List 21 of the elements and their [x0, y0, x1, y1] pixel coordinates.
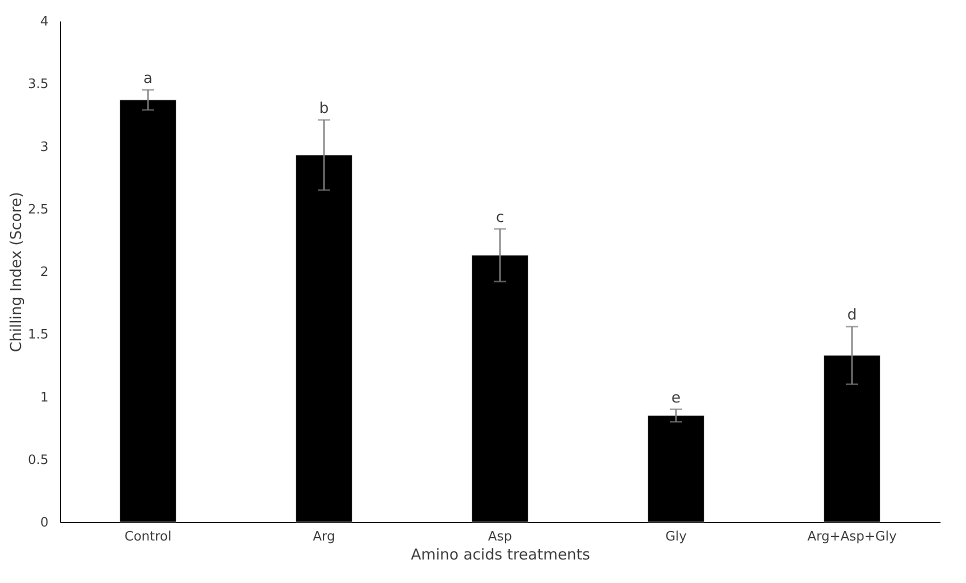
- y-tick-label: 1.5: [28, 328, 48, 343]
- annotation: c: [496, 208, 504, 226]
- annotation: a: [143, 68, 153, 87]
- x-axis-title: Amino acids treatments: [410, 546, 590, 564]
- annotation: e: [671, 388, 681, 406]
- y-tick-label: 4: [40, 14, 48, 30]
- y-tick-label: 1: [40, 390, 48, 406]
- x-tick-label: Control: [124, 530, 172, 544]
- y-tick-label: 2: [40, 265, 48, 280]
- y-tick-label: 2.5: [28, 202, 48, 218]
- y-tick-label: 0.5: [28, 452, 48, 468]
- x-tick-label: Asp: [488, 530, 512, 544]
- x-tick-label: Gly: [665, 530, 687, 544]
- y-tick-label: 0: [40, 516, 48, 530]
- x-tick-label: Arg: [312, 530, 336, 544]
- y-axis-title: Chilling Index (Score): [6, 192, 25, 352]
- y-tick-label: 3.5: [28, 77, 48, 92]
- annotation: b: [319, 98, 329, 117]
- annotation: d: [847, 306, 857, 324]
- y-tick-label: 3: [40, 140, 48, 155]
- x-tick-label: Arg+Asp+Gly: [807, 530, 897, 544]
